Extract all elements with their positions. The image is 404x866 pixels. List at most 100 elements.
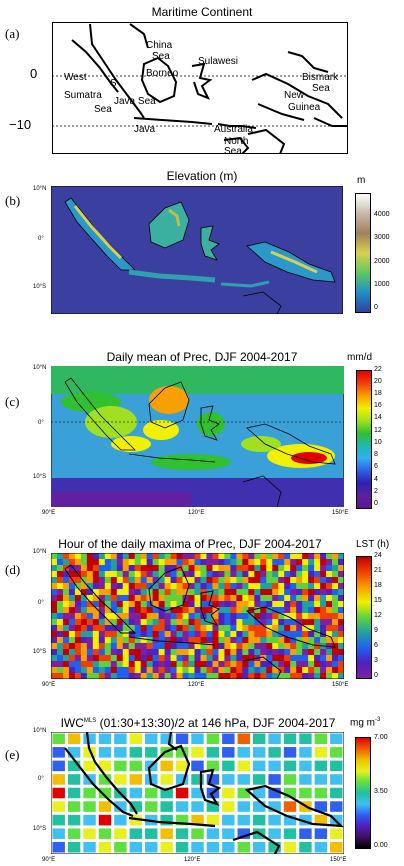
- panel-e-cell: [83, 801, 96, 812]
- panel-d-cell: [110, 673, 118, 679]
- panel-d-cell: [62, 601, 70, 608]
- panel-d-cell: [116, 613, 124, 620]
- panel-d-cell: [56, 637, 64, 644]
- panel-d-cell: [158, 601, 166, 608]
- panel-d-cell: [56, 577, 64, 584]
- panel-d-cell: [128, 631, 136, 638]
- panel-d-cell: [314, 619, 321, 626]
- panel-d-cell: [92, 649, 100, 656]
- panel-d-cell: [134, 571, 142, 578]
- panel-d-cell: [188, 631, 195, 638]
- panel-d-cell: [74, 649, 82, 656]
- panel-d-cell: [140, 565, 148, 572]
- svg-text:West: West: [64, 72, 87, 83]
- panel-d-cell: [218, 595, 225, 602]
- panel-d-cell: [248, 619, 255, 626]
- panel-d-cell: [212, 607, 219, 614]
- panel-d-cell: [308, 613, 315, 620]
- panel-e-cell: [314, 828, 328, 839]
- panel-d-cell: [140, 643, 148, 650]
- panel-d-cell: [152, 607, 160, 614]
- panel-e-cell: [283, 801, 297, 812]
- panel-d-cell: [254, 637, 261, 644]
- panel-d-cell: [56, 649, 64, 656]
- panel-d-cell: [158, 607, 166, 614]
- panel-e-cell: [191, 787, 204, 799]
- panel-d-cell: [290, 667, 297, 674]
- panel-e-cell: [314, 841, 328, 853]
- panel-d-cell: [56, 631, 64, 638]
- panel-d-cell: [320, 565, 327, 572]
- panel-d-cell: [80, 655, 88, 662]
- panel-d-cell: [62, 643, 70, 650]
- panel-d-cell: [116, 553, 124, 560]
- panel-d-cell: [212, 649, 219, 656]
- panel-d-cell: [134, 643, 142, 650]
- panel-e-cell: [98, 774, 112, 785]
- panel-d-cell: [266, 559, 273, 566]
- panel-d-cell: [188, 589, 195, 596]
- panel-d-cell: [200, 583, 207, 590]
- panel-d-cell: [326, 667, 333, 674]
- panel-d-cell: [182, 661, 189, 668]
- panel-d-cell: [326, 577, 333, 584]
- panel-d-cell: [116, 589, 124, 596]
- panel-d-cell: [218, 661, 225, 668]
- panel-d-cell: [146, 583, 154, 590]
- panel-d-cell: [170, 577, 177, 584]
- panel-e-cell: [330, 787, 343, 799]
- panel-d-cell: [128, 607, 136, 614]
- panel-d-cell: [164, 601, 171, 608]
- panel-d-cell: [302, 673, 309, 679]
- panel-d-cell: [194, 661, 201, 668]
- panel-d-cell: [332, 595, 339, 602]
- panel-d-cell: [51, 553, 58, 560]
- panel-d-cell: [188, 661, 195, 668]
- panel-d-cell: [62, 571, 70, 578]
- panel-d-cell: [296, 589, 303, 596]
- panel-d-cell: [110, 553, 118, 560]
- panel-d-cell: [194, 571, 201, 578]
- panel-d-cell: [164, 559, 171, 566]
- panel-d-cell: [80, 595, 88, 602]
- panel-d-cell: [212, 559, 219, 566]
- panel-e-cell: [145, 733, 158, 745]
- panel-d-cell: [224, 559, 231, 566]
- panel-b-ytick-10s: 10°S: [33, 284, 47, 290]
- panel-d-cell: [128, 583, 136, 590]
- panel-d-cell: [92, 607, 100, 614]
- panel-d-cell: [200, 565, 207, 572]
- panel-d-cell: [170, 583, 177, 590]
- panel-d-cell: [182, 667, 189, 674]
- panel-d-cell: [332, 607, 339, 614]
- panel-e-cell: [237, 828, 250, 839]
- panel-d-cell: [56, 673, 64, 679]
- panel-d-cell: [266, 571, 273, 578]
- panel-e-cell: [314, 733, 328, 745]
- panel-d-cell: [80, 583, 88, 590]
- panel-e-unit-sup: -3: [375, 717, 381, 723]
- panel-d-cell: [116, 637, 124, 644]
- panel-d-cell: [326, 553, 333, 560]
- panel-d-cell: [314, 583, 321, 590]
- panel-d-cell: [176, 649, 183, 656]
- panel-d-cell: [212, 601, 219, 608]
- panel-d-cell: [194, 583, 201, 590]
- panel-d-cell: [242, 589, 249, 596]
- panel-e-cell: [191, 828, 204, 839]
- panel-d-cell: [314, 589, 321, 596]
- panel-e-cell: [252, 760, 266, 772]
- panel-d-cell: [278, 565, 285, 572]
- panel-d-cell: [248, 559, 255, 566]
- panel-d-cell: [314, 655, 321, 662]
- panel-d-cell: [104, 565, 112, 572]
- panel-e-cell: [129, 814, 143, 826]
- panel-d-cell: [110, 637, 118, 644]
- panel-d-cell: [56, 553, 64, 560]
- panel-d-cell: [116, 601, 124, 608]
- panel-e-cell: [160, 733, 173, 745]
- panel-e-cb-tick: 7.00: [374, 734, 388, 741]
- panel-d-cell: [320, 577, 327, 584]
- panel-d-cell: [68, 631, 76, 638]
- panel-d-cell: [212, 655, 219, 662]
